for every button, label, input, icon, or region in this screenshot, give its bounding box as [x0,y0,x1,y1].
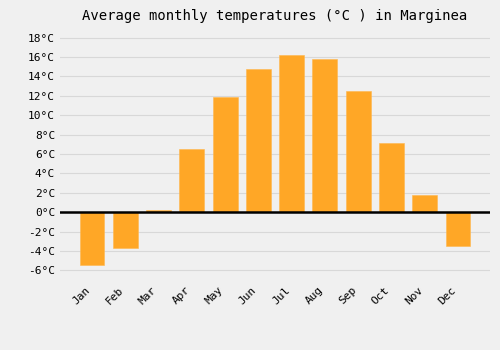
Bar [80,212,104,265]
Bar [246,69,271,212]
Bar [212,97,238,212]
Bar [146,210,171,212]
Bar [113,212,138,248]
Bar [346,91,370,212]
Bar [379,144,404,212]
Title: Average monthly temperatures (°C ) in Marginea: Average monthly temperatures (°C ) in Ma… [82,9,468,23]
Bar [312,59,338,212]
Bar [279,55,304,212]
Bar [446,212,470,246]
Bar [180,149,204,212]
Bar [412,195,437,212]
